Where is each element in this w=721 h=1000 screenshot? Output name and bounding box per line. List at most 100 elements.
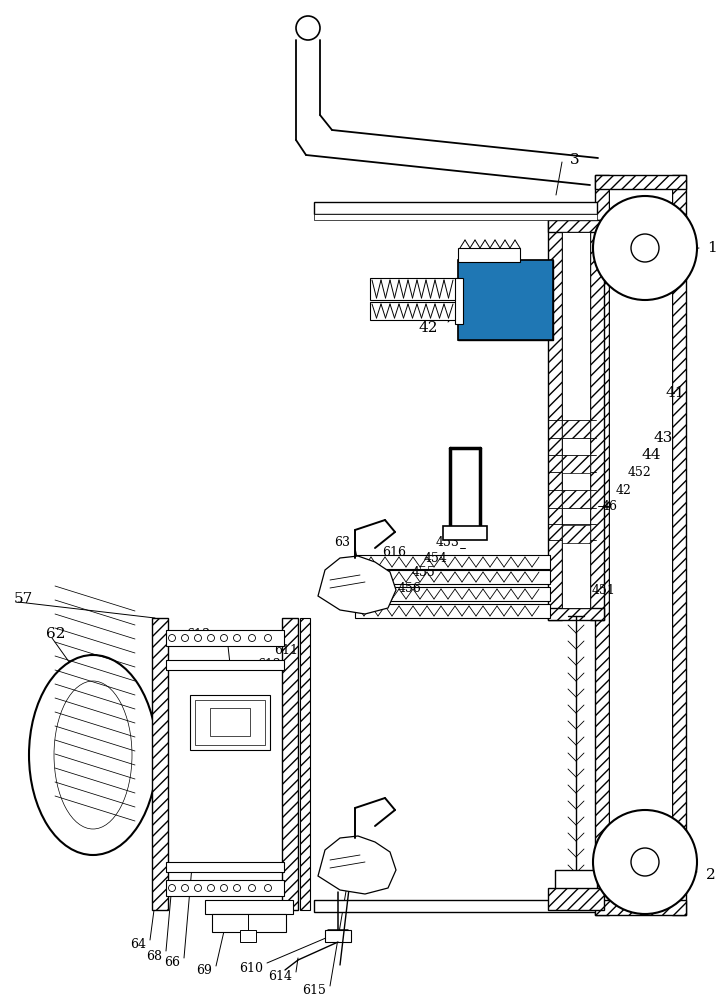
Text: 616: 616	[382, 546, 406, 560]
Bar	[548, 888, 604, 910]
Text: 43: 43	[654, 431, 673, 445]
Text: 46: 46	[602, 499, 618, 512]
Bar	[166, 630, 284, 646]
Circle shape	[593, 196, 697, 300]
Circle shape	[593, 810, 697, 914]
Text: 57: 57	[14, 592, 33, 606]
Circle shape	[182, 635, 188, 642]
Bar	[548, 608, 604, 620]
Bar	[455, 278, 463, 324]
Bar	[672, 175, 686, 915]
Text: 41: 41	[665, 386, 684, 400]
Bar	[458, 248, 520, 262]
Ellipse shape	[54, 681, 132, 829]
Bar	[166, 880, 284, 896]
Bar	[166, 660, 284, 670]
Circle shape	[234, 884, 241, 892]
Text: 62: 62	[46, 627, 66, 641]
Text: 610: 610	[239, 962, 263, 974]
Bar	[314, 202, 597, 214]
Bar	[300, 618, 310, 910]
Circle shape	[169, 635, 175, 642]
Bar	[595, 175, 609, 915]
Bar	[609, 175, 672, 915]
Polygon shape	[318, 836, 396, 894]
Circle shape	[182, 884, 188, 892]
Bar	[355, 604, 550, 618]
Text: 613: 613	[186, 628, 210, 641]
Text: 615: 615	[302, 984, 326, 996]
Bar	[152, 618, 168, 910]
Text: 452: 452	[628, 466, 652, 479]
Circle shape	[249, 884, 255, 892]
Circle shape	[221, 635, 228, 642]
Text: 64: 64	[130, 938, 146, 952]
Circle shape	[195, 635, 201, 642]
Bar	[166, 862, 284, 872]
Bar	[562, 490, 590, 508]
Circle shape	[195, 884, 201, 892]
Text: 1: 1	[707, 241, 717, 255]
Bar	[595, 900, 686, 915]
Text: 454: 454	[423, 552, 447, 564]
Circle shape	[208, 635, 215, 642]
Bar	[210, 708, 250, 736]
Text: 611: 611	[274, 644, 298, 656]
Circle shape	[631, 848, 659, 876]
Bar	[562, 420, 590, 438]
Bar	[555, 870, 597, 890]
Text: 69: 69	[196, 964, 212, 976]
Bar	[458, 260, 553, 340]
Text: 3: 3	[570, 153, 580, 167]
Polygon shape	[318, 556, 396, 614]
Bar	[282, 618, 298, 910]
Circle shape	[208, 884, 215, 892]
Bar	[370, 278, 460, 300]
Text: 42: 42	[418, 321, 438, 335]
Text: 612: 612	[257, 658, 281, 672]
Bar	[190, 695, 270, 750]
Bar	[562, 455, 590, 473]
Text: 453: 453	[436, 536, 460, 550]
Ellipse shape	[35, 661, 151, 849]
Text: 456: 456	[397, 582, 421, 594]
Bar	[443, 526, 487, 540]
Circle shape	[169, 884, 175, 892]
Bar	[314, 214, 597, 220]
Text: 42: 42	[616, 484, 632, 496]
Bar	[595, 175, 686, 189]
Circle shape	[234, 635, 241, 642]
Text: 2: 2	[706, 868, 716, 882]
Circle shape	[249, 635, 255, 642]
Bar	[590, 220, 604, 620]
Bar	[205, 900, 293, 914]
Text: 66: 66	[164, 956, 180, 970]
Circle shape	[296, 16, 320, 40]
Ellipse shape	[29, 655, 157, 855]
Bar	[355, 587, 550, 601]
Bar	[355, 570, 550, 584]
Text: 614: 614	[268, 970, 292, 984]
Bar	[314, 900, 597, 912]
Bar	[562, 525, 590, 543]
Bar	[548, 220, 562, 620]
Text: 63: 63	[334, 536, 350, 550]
Bar	[212, 914, 286, 932]
Bar	[325, 930, 351, 942]
Bar	[548, 220, 604, 232]
Text: 67: 67	[228, 636, 244, 648]
Text: 44: 44	[641, 448, 660, 462]
Text: 451: 451	[592, 584, 616, 596]
Bar	[195, 700, 265, 745]
Bar	[370, 302, 460, 320]
Bar	[562, 232, 590, 608]
Bar	[240, 930, 256, 942]
Circle shape	[265, 635, 272, 642]
Circle shape	[221, 884, 228, 892]
Bar	[355, 555, 550, 569]
Circle shape	[265, 884, 272, 892]
Text: 455: 455	[411, 566, 435, 580]
Circle shape	[631, 234, 659, 262]
Bar	[458, 260, 553, 340]
Text: 68: 68	[146, 950, 162, 962]
